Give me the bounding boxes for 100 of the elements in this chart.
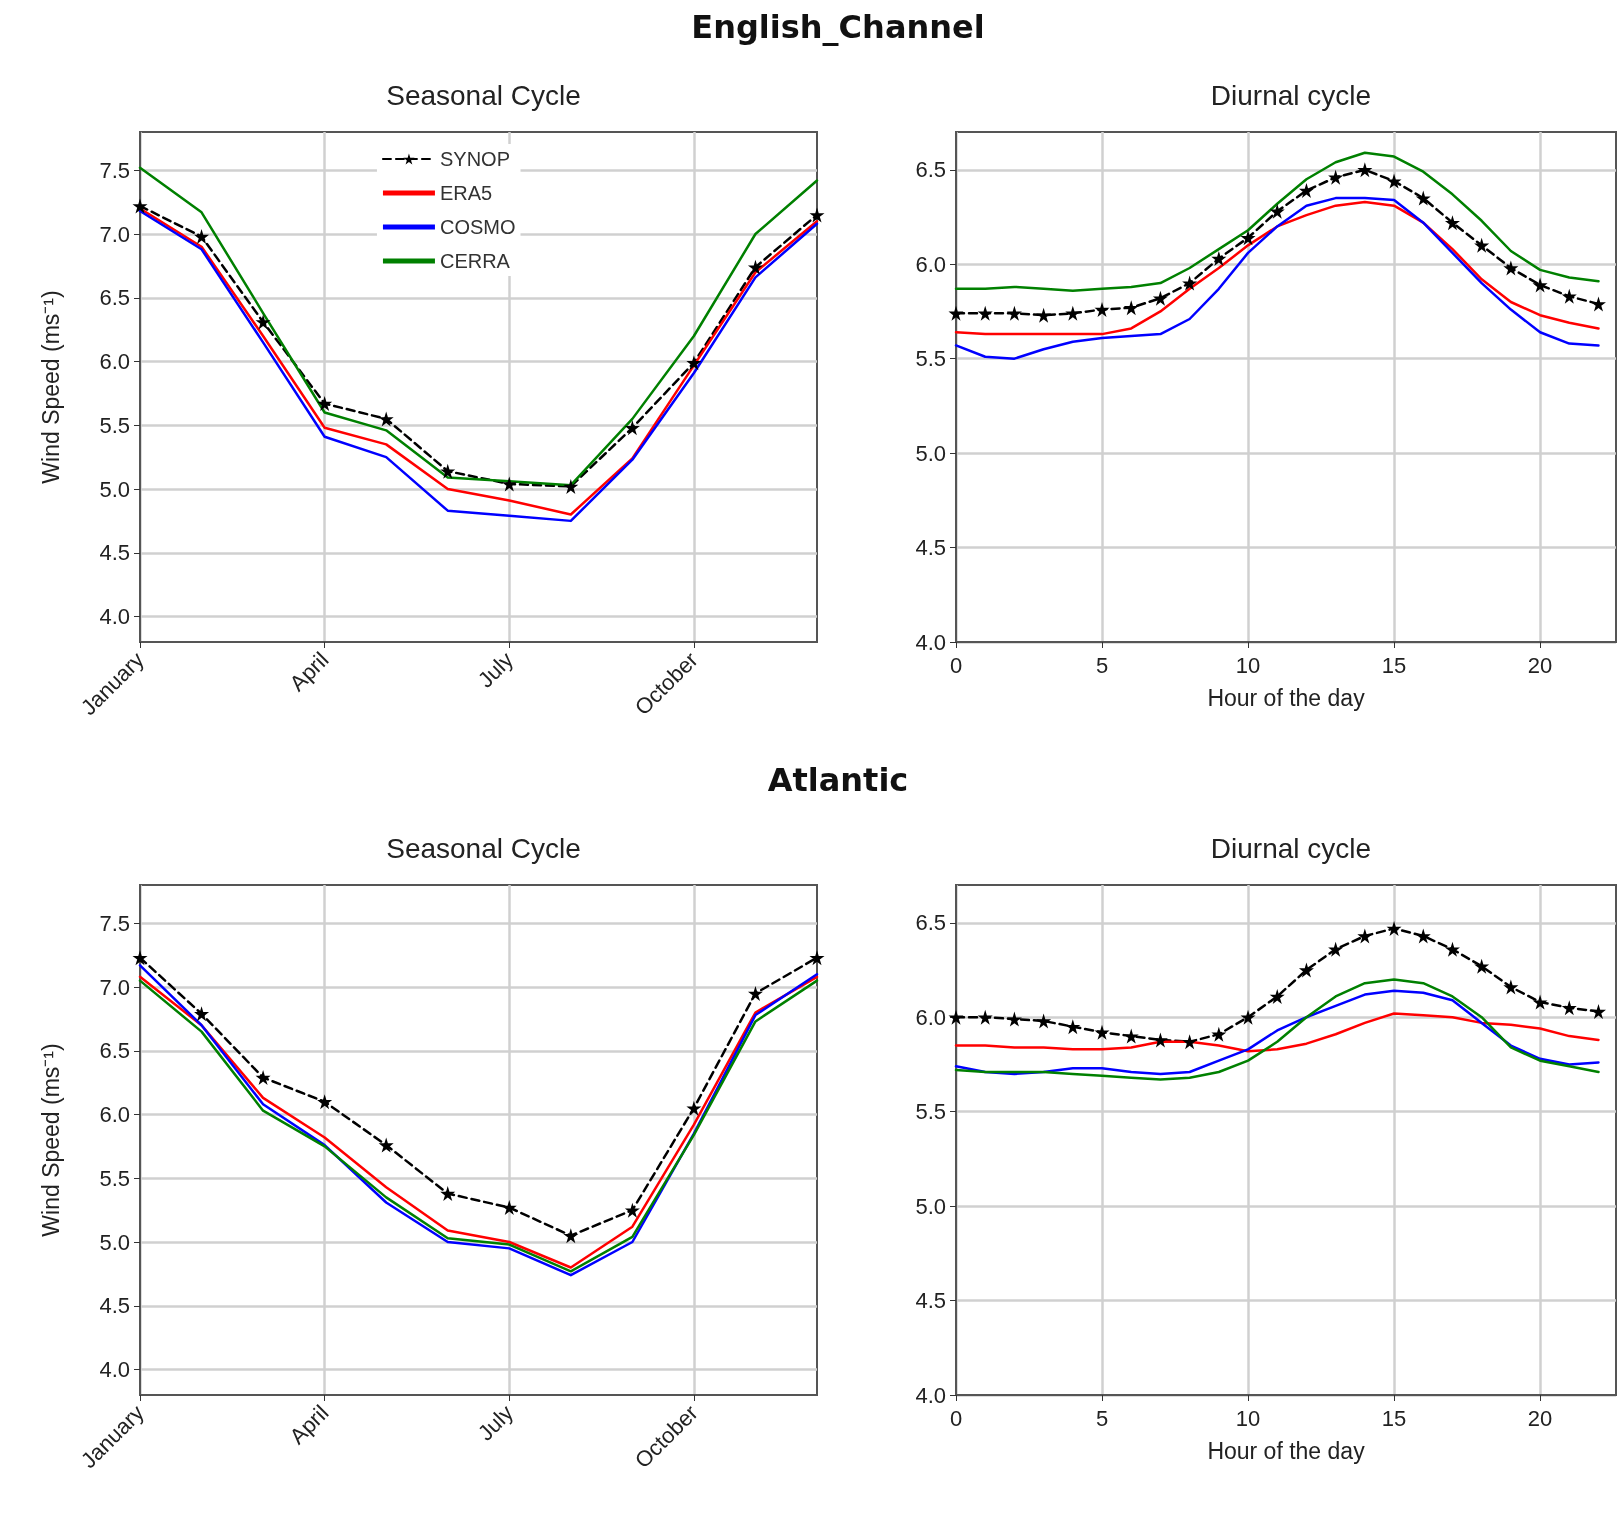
chart-title: Diurnal cycle [1210,832,1372,864]
y-tick-label: 5.5 [915,1099,946,1125]
point [440,463,456,479]
point [1036,1013,1052,1029]
y-tick-label: 5.0 [915,440,946,466]
point [378,411,394,427]
point [1386,173,1402,189]
y-tick-label: 5.5 [99,1165,130,1191]
point [948,305,964,321]
y-tick-label: 4.5 [915,1288,946,1314]
legend-label: CERRA [439,250,511,272]
point [1094,1024,1110,1040]
point [1328,941,1344,957]
y-tick-label: 4.5 [99,1293,130,1319]
point [1006,1011,1022,1027]
text: English_Channel [691,8,985,46]
y-tick-label: 6.5 [99,1038,130,1064]
point [1357,162,1373,178]
legend-label: SYNOP [439,148,510,170]
point [1590,1004,1606,1020]
point [1182,1034,1198,1050]
point [686,1100,702,1116]
y-tick-label: 4.5 [915,535,946,561]
y-tick-label: 4.0 [99,604,130,629]
legend-label: COSMO [439,216,516,238]
point [1444,215,1460,231]
y-tick-label: 6.0 [915,1004,946,1030]
x-tick-label: 5 [1095,652,1109,678]
y-tick-label: 6.0 [99,1102,130,1127]
point [255,314,271,330]
point [1532,277,1548,293]
point [1211,251,1227,267]
point [1065,305,1081,321]
point [1182,275,1198,291]
line-series [954,196,1600,360]
point [1269,203,1285,219]
point [255,1070,271,1086]
text: Atlantic [767,761,909,799]
point [686,355,702,371]
x-tick-label: 5 [1095,1405,1109,1431]
x-tick-label: 20 [1527,652,1553,678]
x-tick-label: 0 [949,652,963,678]
y-axis-title: Wind Speed (ms⁻¹) [37,290,64,484]
point [1474,958,1490,974]
x-tick-label: 10 [1235,1405,1261,1431]
point [1503,979,1519,995]
x-tick-label: 15 [1381,1405,1407,1431]
point [1006,305,1022,321]
x-tick-label: July [472,647,519,693]
x-axis-title: Hour of the day [1207,1437,1366,1464]
y-tick-label: 7.0 [99,974,130,1000]
point [1590,296,1606,312]
point [1094,302,1110,318]
point [1298,962,1314,978]
point [1269,988,1285,1004]
point [1415,928,1431,944]
x-axis-title: Hour of the day [1207,684,1366,711]
point [563,1228,579,1244]
y-tick-label: 4.0 [915,629,946,655]
chart-title: Seasonal Cycle [386,832,581,864]
point [1561,288,1577,304]
point [1036,307,1052,323]
y-tick-label: 6.5 [915,910,946,936]
point [1298,183,1314,199]
point [194,1006,210,1022]
point [1532,994,1548,1010]
point [624,1202,640,1218]
point [1123,1028,1139,1044]
point [440,1186,456,1202]
point [1386,920,1402,936]
line-series [954,200,1600,336]
y-tick-label: 7.5 [99,910,130,936]
legend-label: ERA5 [439,182,493,204]
point [1123,300,1139,316]
point [1152,290,1168,306]
y-tick-label: 4.5 [99,540,130,566]
x-tick-label: 20 [1527,1405,1553,1431]
point [563,478,579,494]
point [809,207,825,223]
point [948,1009,964,1025]
point [977,305,993,321]
y-tick-label: 6.5 [915,157,946,183]
point [1240,230,1256,246]
point [1415,190,1431,206]
line-series [954,151,1600,292]
x-tick-label: 15 [1381,652,1407,678]
point [1474,237,1490,253]
y-tick-label: 7.0 [99,221,130,247]
point [317,396,333,412]
y-tick-label: 6.5 [99,285,130,311]
point [1357,928,1373,944]
y-tick-label: 4.0 [99,1357,130,1382]
point [1328,169,1344,185]
line-series [954,1012,1600,1053]
x-tick-label: July [472,1400,519,1446]
point [317,1094,333,1110]
point [1561,1000,1577,1016]
point [747,985,763,1001]
point [1065,1019,1081,1035]
y-axis-title: Wind Speed (ms⁻¹) [37,1043,64,1237]
